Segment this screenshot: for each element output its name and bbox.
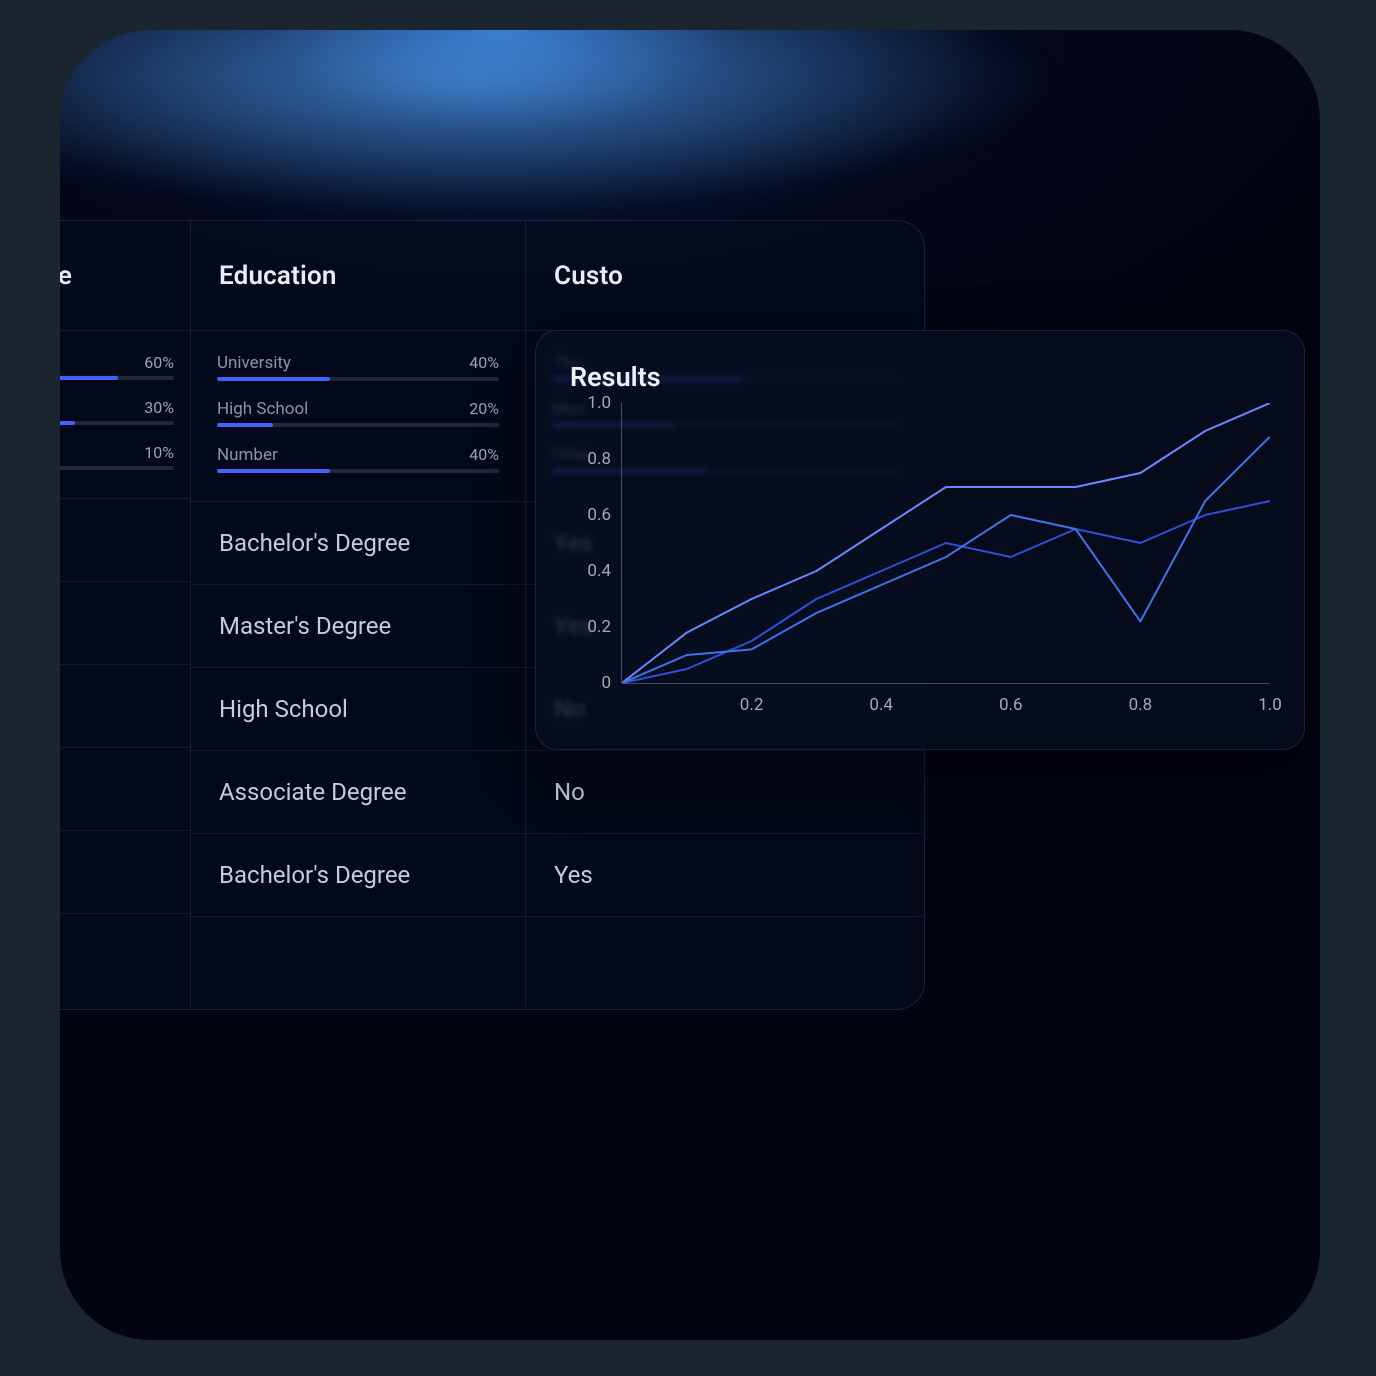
summary-value: 30% bbox=[144, 398, 174, 417]
table-row bbox=[60, 831, 190, 914]
column-rows: Bachelor's DegreeMaster's DegreeHigh Sch… bbox=[191, 502, 525, 1009]
summary-bar bbox=[60, 421, 174, 425]
yaxis-label: 0.8 bbox=[587, 449, 611, 469]
table-header: Custo bbox=[526, 221, 924, 331]
table-row: No bbox=[526, 751, 924, 834]
summary-bar bbox=[217, 377, 499, 381]
chart-series-line bbox=[622, 501, 1270, 683]
yaxis-label: 1.0 bbox=[587, 393, 611, 413]
summary-row: 10% bbox=[60, 443, 174, 462]
chart-xlabels: 0.20.40.60.81.0 bbox=[622, 695, 1270, 719]
results-chart: 00.20.40.60.81.0 0.20.40.60.81.0 bbox=[570, 403, 1270, 723]
hero-frame: te 60% 30% 10% Education University 40% High… bbox=[60, 30, 1320, 1340]
summary-value: 60% bbox=[144, 353, 174, 372]
chart-xaxis bbox=[622, 683, 1270, 684]
table-row: High School bbox=[191, 668, 525, 751]
summary-value: 40% bbox=[469, 353, 499, 372]
summary-value: 40% bbox=[469, 445, 499, 464]
summary-value: 20% bbox=[469, 399, 499, 418]
summary-label: High School bbox=[217, 399, 308, 419]
summary-bar bbox=[60, 376, 174, 380]
summary-label: University bbox=[217, 353, 291, 373]
summary-row: 60% bbox=[60, 353, 174, 372]
yaxis-label: 0.6 bbox=[587, 505, 611, 525]
column-summary: 60% 30% 10% bbox=[60, 331, 190, 499]
summary-bar bbox=[217, 423, 499, 427]
table-row: Associate Degree bbox=[191, 751, 525, 834]
yaxis-label: 0 bbox=[601, 673, 611, 693]
chart-plot-area bbox=[622, 403, 1270, 683]
chart-series-line bbox=[622, 437, 1270, 683]
table-column-0: te 60% 30% 10% bbox=[60, 221, 191, 1009]
table-row bbox=[60, 665, 190, 748]
yaxis-label: 0.4 bbox=[587, 561, 611, 581]
yaxis-label: 0.2 bbox=[587, 617, 611, 637]
results-title: Results bbox=[570, 361, 1270, 393]
table-header: te bbox=[60, 221, 190, 331]
xaxis-label: 0.6 bbox=[999, 695, 1023, 715]
table-row bbox=[60, 582, 190, 665]
summary-row: High School 20% bbox=[217, 399, 499, 419]
table-column-1: Education University 40% High School 20% Num… bbox=[191, 221, 526, 1009]
table-row: Master's Degree bbox=[191, 585, 525, 668]
table-row: Yes bbox=[526, 834, 924, 917]
table-row: Bachelor's Degree bbox=[191, 834, 525, 917]
table-row: Bachelor's Degree bbox=[191, 502, 525, 585]
summary-value: 10% bbox=[144, 443, 174, 462]
xaxis-label: 0.4 bbox=[869, 695, 893, 715]
summary-row: University 40% bbox=[217, 353, 499, 373]
xaxis-label: 1.0 bbox=[1258, 695, 1282, 715]
results-card: Results 0 0.2 0.4 0.6 0.8 1.0 0.2 0.4 0.6 0.8 1.0 bbox=[535, 330, 1305, 750]
top-glow bbox=[60, 30, 1060, 210]
column-summary: University 40% High School 20% Number 40% bbox=[191, 331, 525, 502]
table-row bbox=[60, 499, 190, 582]
xaxis-label: 0.8 bbox=[1129, 695, 1153, 715]
summary-bar bbox=[60, 466, 174, 470]
summary-row: 30% bbox=[60, 398, 174, 417]
chart-yaxis: 00.20.40.60.81.0 bbox=[570, 403, 622, 683]
table-row bbox=[60, 748, 190, 831]
table-header: Education bbox=[191, 221, 525, 331]
summary-label: Number bbox=[217, 445, 278, 465]
summary-row: Number 40% bbox=[217, 445, 499, 465]
xaxis-label: 0.2 bbox=[740, 695, 764, 715]
column-rows bbox=[60, 499, 190, 1009]
summary-bar bbox=[217, 469, 499, 473]
